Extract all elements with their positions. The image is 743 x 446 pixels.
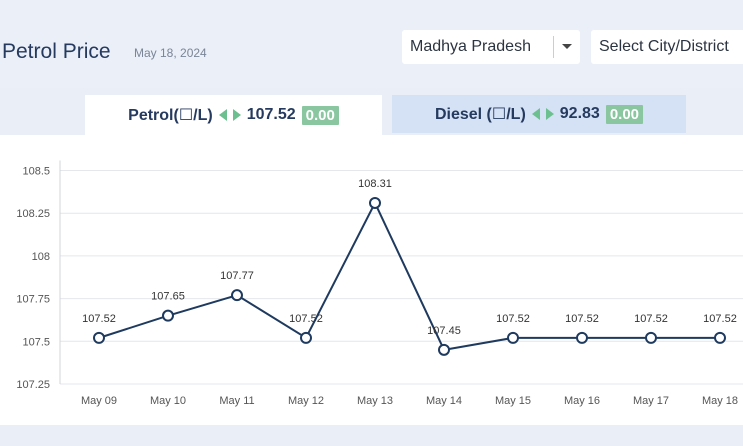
tab-diesel-label: Diesel (☐/L) <box>434 106 526 123</box>
data-label: 107.52 <box>703 313 737 325</box>
price-chart-panel: 107.25 107.5 107.75 108 108.25 108.5 May 09 May… <box>0 135 743 425</box>
data-point <box>369 196 381 209</box>
data-point <box>645 331 657 344</box>
x-tick-label: May 18 <box>702 395 738 407</box>
price-line-chart: 107.25 107.5 107.75 108 108.25 108.5 May 09 May… <box>16 160 743 407</box>
data-label: 107.65 <box>151 291 185 303</box>
city-select-value: Select City/District <box>599 38 729 55</box>
x-tick-label: May 15 <box>495 395 531 407</box>
page-date: May 18, 2024 <box>134 46 207 60</box>
data-label: 107.52 <box>496 313 530 325</box>
x-tick-label: May 10 <box>150 395 186 407</box>
x-tick-label: May 17 <box>633 395 669 407</box>
header: Petrol Price May 18, 2024 Madhya Pradesh… <box>0 0 743 88</box>
data-label: 108.31 <box>358 178 392 190</box>
x-tick-label: May 11 <box>219 395 254 407</box>
y-tick-label: 107.75 <box>16 294 50 306</box>
tab-diesel[interactable]: Diesel (☐/L) 92.83 0.00 <box>392 95 686 133</box>
bottom-strip <box>0 425 743 446</box>
chevron-down-icon[interactable] <box>554 43 580 51</box>
page-title: Petrol Price <box>2 40 111 63</box>
tab-diesel-change-badge: 0.00 <box>605 104 644 124</box>
select-divider <box>553 36 554 58</box>
tab-petrol[interactable]: Petrol(☐/L) 107.52 0.00 <box>85 95 382 135</box>
x-tick-label: May 09 <box>81 395 117 407</box>
data-label: 107.52 <box>289 313 323 325</box>
state-select[interactable]: Madhya Pradesh <box>402 30 580 64</box>
tab-petrol-change-badge: 0.00 <box>301 105 339 125</box>
data-point <box>231 289 243 302</box>
x-tick-label: May 14 <box>426 395 462 407</box>
data-point <box>162 309 174 322</box>
data-label: 107.45 <box>427 325 461 337</box>
tab-petrol-label: Petrol(☐/L) <box>128 107 213 124</box>
data-point <box>576 331 588 344</box>
x-tick-label: May 12 <box>288 395 324 407</box>
y-tick-label: 107.5 <box>22 336 50 348</box>
y-tick-label: 108.5 <box>22 166 50 178</box>
state-select-value: Madhya Pradesh <box>410 38 531 55</box>
left-right-arrows-icon <box>218 109 241 121</box>
data-point <box>438 343 450 356</box>
data-point <box>714 331 726 344</box>
data-label: 107.52 <box>82 313 116 325</box>
data-point <box>93 331 105 344</box>
tab-diesel-price: 92.83 <box>559 105 600 122</box>
tab-petrol-price: 107.52 <box>246 106 296 123</box>
series-line <box>98 200 720 351</box>
data-point <box>300 331 312 344</box>
data-label: 107.77 <box>220 270 254 282</box>
data-point <box>507 331 519 344</box>
left-right-arrows-icon <box>531 108 554 120</box>
data-label: 107.52 <box>565 313 599 325</box>
y-tick-label: 108.25 <box>16 208 50 220</box>
x-tick-label: May 16 <box>564 395 600 407</box>
y-tick-label: 107.25 <box>16 379 50 391</box>
city-select[interactable]: Select City/District <box>591 30 743 64</box>
x-tick-label: May 13 <box>357 395 393 407</box>
y-tick-label: 108 <box>32 251 50 263</box>
data-label: 107.52 <box>634 313 668 325</box>
